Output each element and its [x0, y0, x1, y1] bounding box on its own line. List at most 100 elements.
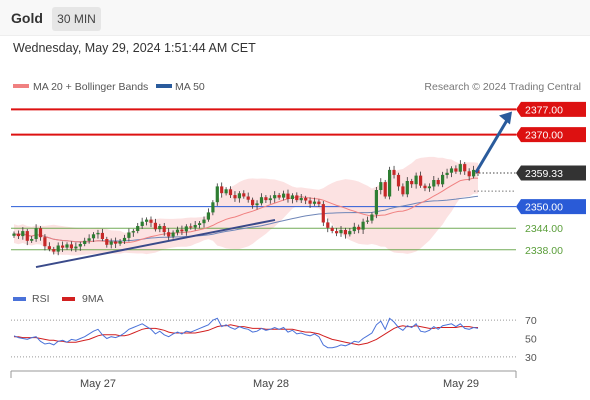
forecast-arrow-shaft — [474, 117, 510, 174]
level-tag-last — [516, 165, 586, 181]
credit-text: Research © 2024 Trading Central — [424, 81, 581, 93]
candle-body — [175, 229, 180, 233]
candle-body — [105, 239, 109, 245]
candle-body — [282, 193, 286, 198]
candle-body — [259, 197, 264, 204]
candle-body — [308, 200, 312, 204]
candle-body — [145, 219, 149, 222]
candle-body — [87, 238, 91, 241]
candle-body — [414, 175, 418, 185]
candle-body — [202, 219, 206, 224]
x-axis-labels: May 27 May 28 May 29 — [80, 378, 479, 390]
rsi-legend-swatch — [13, 297, 26, 301]
candle-body — [215, 186, 219, 203]
candle-body — [38, 228, 43, 238]
candle-body — [100, 232, 104, 239]
timeframe-button[interactable]: 30 MIN — [52, 7, 101, 31]
x-tick-label: May 29 — [443, 378, 479, 390]
rsi-tick-label: 70 — [525, 315, 537, 327]
candle-body — [312, 201, 317, 204]
level-label-s1: 2344.00 — [525, 223, 563, 235]
candle-body — [12, 233, 16, 236]
candle-body — [463, 164, 467, 172]
candle-body — [436, 180, 440, 185]
candle-body — [30, 239, 34, 241]
candle-body — [96, 232, 100, 235]
candle-body — [25, 231, 29, 241]
rsi-plot: 70 50 30 — [11, 315, 537, 364]
candle-body — [286, 193, 290, 199]
symbol-name: Gold — [11, 10, 43, 26]
candle-body — [237, 193, 241, 199]
candle-body — [379, 182, 383, 190]
ma50-legend-swatch — [156, 84, 172, 88]
candle-body — [78, 244, 82, 247]
candle-body — [184, 226, 188, 232]
candle-body — [264, 197, 268, 201]
candle-body — [304, 198, 308, 201]
trendline — [35, 218, 276, 269]
candle-body — [52, 249, 56, 252]
rsi-line — [13, 317, 479, 349]
candle-body — [127, 232, 131, 238]
candle-body — [198, 223, 202, 225]
forecast-arrow-head — [499, 111, 512, 125]
candle-body — [339, 230, 343, 234]
candle-body — [220, 186, 224, 194]
candle-body — [268, 198, 272, 201]
x-tick-label: May 27 — [80, 378, 116, 390]
candle-body — [290, 195, 294, 199]
candle-body — [118, 241, 122, 244]
candle-body — [171, 232, 175, 237]
candle-body — [34, 228, 38, 239]
candle-body — [189, 226, 193, 228]
candle-body — [357, 226, 361, 230]
ma20-legend-swatch — [13, 84, 29, 88]
candle-body — [109, 241, 113, 245]
candle-body — [69, 244, 73, 249]
candle-body — [445, 172, 449, 175]
candle-body — [427, 186, 431, 189]
candle-body — [388, 169, 392, 197]
candle-body — [83, 240, 87, 244]
top-bar: Gold 30 MIN — [0, 0, 590, 36]
candle-body — [114, 241, 118, 244]
candle-body — [295, 195, 299, 201]
candle-body — [405, 181, 409, 195]
candle-body — [317, 201, 321, 205]
candle-body — [335, 231, 339, 234]
candle-body — [153, 222, 157, 230]
candle-body — [299, 198, 303, 201]
level-label-r1: 2370.00 — [525, 130, 563, 142]
candle-body — [361, 221, 365, 230]
candle-body — [251, 199, 255, 206]
candle-body — [467, 171, 471, 177]
candle-body — [432, 180, 436, 187]
candle-body — [122, 237, 127, 242]
rsi-tick-label: 30 — [525, 352, 537, 364]
candle-body — [21, 231, 25, 237]
candle-body — [167, 232, 171, 237]
candle-body — [396, 174, 401, 187]
ma50-legend-label: MA 50 — [175, 81, 205, 93]
candle-body — [277, 195, 281, 198]
candle-body — [370, 214, 374, 221]
candle-body — [140, 221, 144, 226]
candle-body — [74, 246, 78, 249]
rsi-ma9-line — [14, 324, 478, 346]
level-label-s2: 2338.00 — [525, 245, 563, 257]
level-tag-pivot — [516, 199, 586, 215]
candle-body — [410, 181, 414, 185]
rsi-legend-label: RSI — [32, 293, 50, 305]
candle-body — [352, 226, 356, 232]
chart-datetime: Wednesday, May 29, 2024 1:51:44 AM CET — [13, 41, 256, 55]
candle-body — [273, 195, 277, 199]
level-label-pivot: 2350.00 — [525, 202, 563, 214]
candle-body — [162, 226, 166, 233]
candle-body — [131, 231, 135, 233]
level-label-r2: 2377.00 — [525, 104, 563, 116]
candle-body — [449, 168, 454, 173]
ma20-legend-label: MA 20 + Bollinger Bands — [33, 81, 148, 93]
candle-body — [149, 219, 153, 223]
ma9-legend-label: 9MA — [82, 293, 104, 305]
